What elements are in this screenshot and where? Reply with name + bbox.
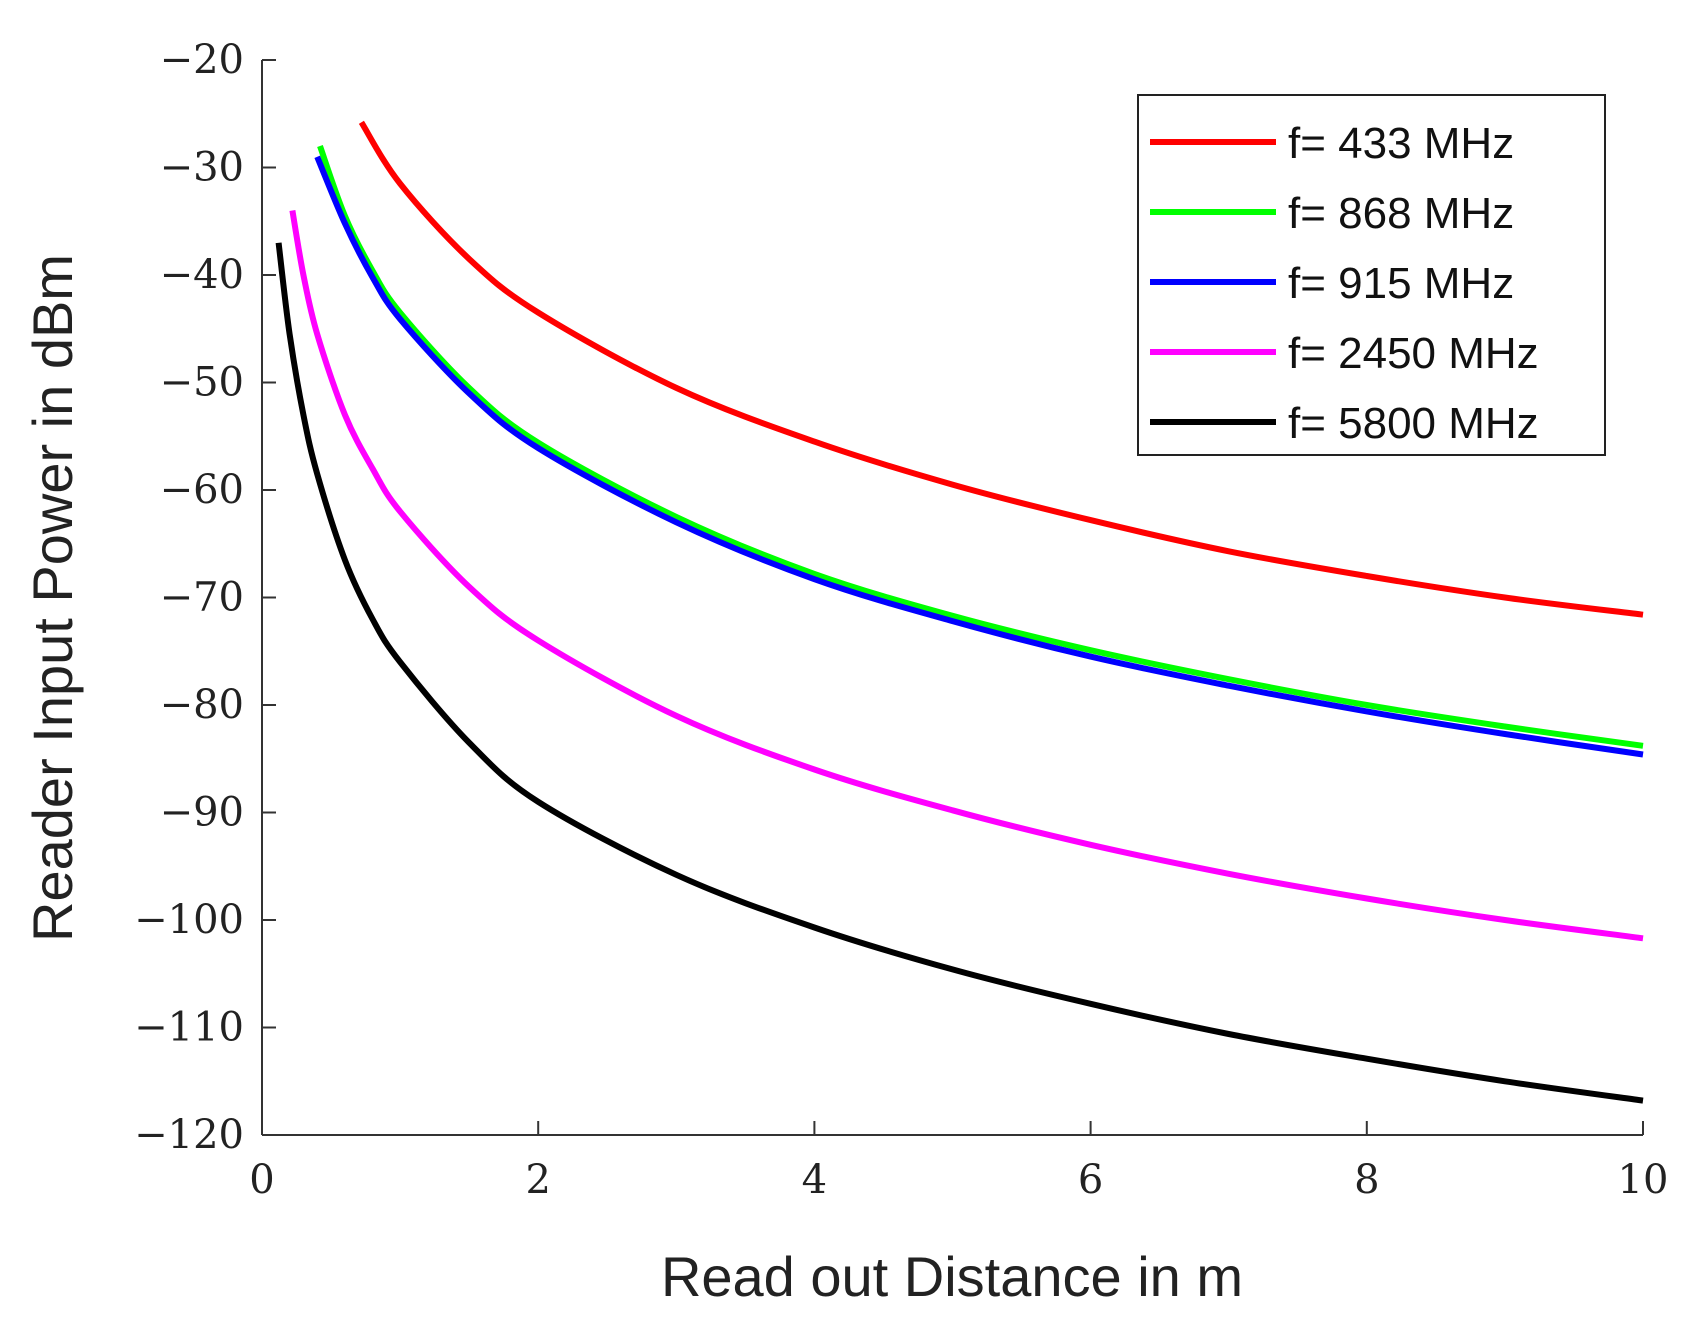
- y-tick-label: −80: [160, 682, 244, 728]
- y-tick-label: −30: [160, 145, 244, 191]
- x-tick-label: 8: [1354, 1157, 1379, 1203]
- legend: f= 433 MHz f= 868 MHz f= 915 MHz f= 2450 MH…: [1137, 94, 1606, 456]
- legend-entry-label: f= 868 MHz: [1288, 189, 1514, 238]
- y-tick-label: −70: [160, 575, 244, 621]
- series-line-1: [317, 145, 1644, 749]
- y-tick-label: −60: [160, 467, 244, 513]
- x-tick-label: 10: [1618, 1157, 1669, 1203]
- y-tick-label: −100: [134, 897, 244, 943]
- series-line-4: [275, 242, 1644, 1104]
- x-tick-label: 6: [1078, 1157, 1103, 1203]
- y-tick-label: −90: [160, 790, 244, 836]
- series-line-2: [314, 155, 1644, 758]
- x-tick-label: 2: [525, 1157, 550, 1203]
- x-tick-label: 0: [249, 1157, 274, 1203]
- x-tick-label: 4: [802, 1157, 827, 1203]
- legend-entry-label: f= 2450 MHz: [1288, 329, 1539, 378]
- y-tick-label: −40: [160, 252, 244, 298]
- series-layer: [275, 120, 1644, 1104]
- legend-entry-label: f= 5800 MHz: [1288, 399, 1539, 448]
- y-tick-label: −120: [134, 1112, 244, 1158]
- x-axis-label: Read out Distance in m: [661, 1245, 1243, 1308]
- series-line-0: [358, 120, 1644, 618]
- series-line-3: [289, 210, 1644, 942]
- y-axis-label: Reader Input Power in dBm: [21, 254, 84, 942]
- legend-box: [1137, 94, 1606, 456]
- y-tick-label: −20: [160, 37, 244, 83]
- y-tick-label: −50: [160, 360, 244, 406]
- legend-entry-label: f= 915 MHz: [1288, 259, 1514, 308]
- legend-entry-label: f= 433 MHz: [1288, 119, 1514, 168]
- y-tick-label: −110: [134, 1005, 244, 1051]
